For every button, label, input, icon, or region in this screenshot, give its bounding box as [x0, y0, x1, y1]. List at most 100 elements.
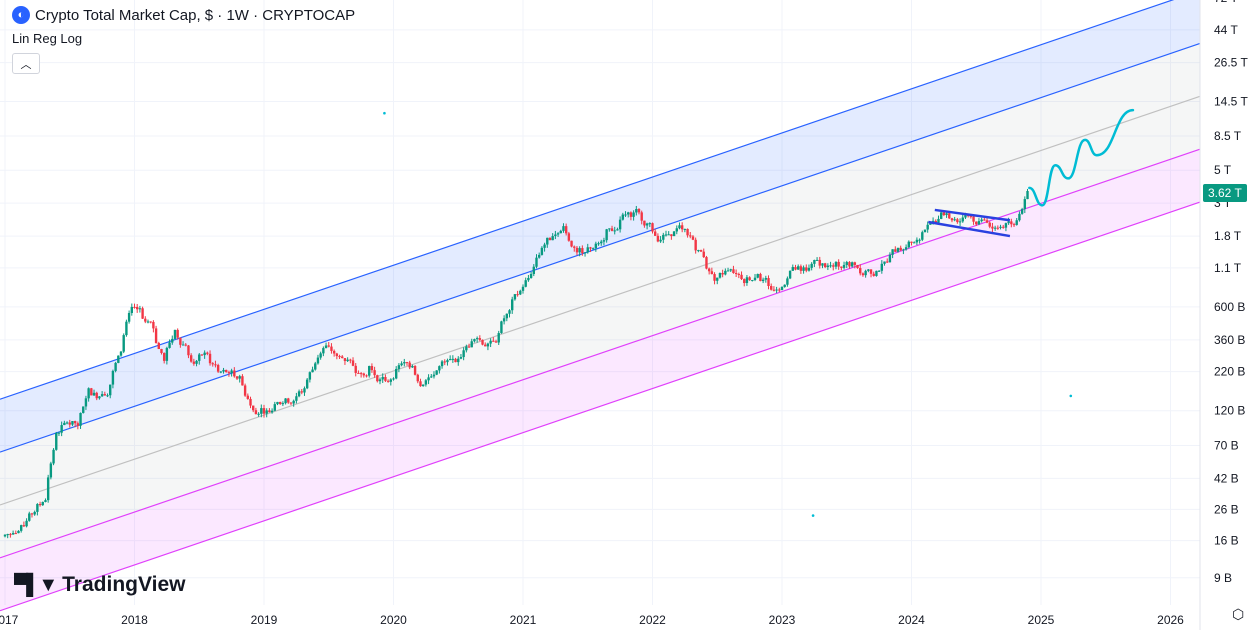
x-tick-label: 2026 [1157, 613, 1184, 627]
candle [969, 216, 973, 218]
candle [826, 265, 830, 268]
y-tick-label: 14.5 T [1214, 95, 1248, 109]
candle [972, 216, 975, 222]
candle [225, 369, 228, 373]
candle [273, 404, 276, 411]
candle [141, 308, 144, 319]
candle [529, 273, 533, 278]
flag-trendline [928, 220, 1011, 238]
candle [680, 225, 684, 230]
candle [629, 212, 633, 217]
candle [1004, 223, 1008, 228]
candle [853, 262, 857, 265]
candle [850, 262, 854, 267]
symbol-title[interactable]: Crypto Total Market Cap, $ · 1W · CRYPTO… [35, 6, 356, 24]
regression-line [0, 148, 1201, 559]
candle [287, 398, 290, 403]
candle [497, 333, 500, 343]
candle [384, 377, 387, 381]
collapse-legend-button[interactable]: ︿ [12, 53, 40, 74]
candle [206, 352, 209, 354]
candle [621, 214, 625, 220]
regression-line [0, 0, 1175, 400]
candle [683, 228, 687, 230]
candle [500, 321, 503, 334]
candle [618, 219, 622, 230]
candle [430, 376, 433, 378]
candle [772, 289, 776, 291]
candle [764, 278, 768, 280]
candle [729, 269, 732, 271]
y-tick-label: 9 B [1214, 571, 1232, 585]
candle [794, 267, 797, 270]
candle [421, 384, 425, 387]
candle [494, 341, 498, 343]
candle [95, 392, 98, 399]
candle [977, 221, 981, 225]
candle [152, 321, 155, 329]
candle [923, 229, 927, 233]
candle [961, 217, 964, 222]
candle [65, 422, 69, 424]
candle [84, 398, 88, 407]
candle [710, 271, 714, 275]
candle [883, 261, 886, 264]
candle [413, 366, 417, 375]
candle [338, 356, 341, 358]
y-tick-label: 600 B [1214, 300, 1245, 314]
candle [454, 358, 457, 363]
candle [624, 214, 627, 216]
candle [52, 449, 55, 464]
flag-trendline [934, 208, 1011, 222]
candle [22, 525, 26, 527]
candle [705, 257, 708, 269]
candle [829, 265, 832, 267]
candle [948, 213, 951, 219]
candle [537, 254, 541, 258]
settings-icon[interactable]: ⬡ [1232, 606, 1245, 622]
candle [394, 368, 398, 379]
candle [664, 234, 668, 236]
candle [198, 354, 201, 361]
y-tick-label: 44 T [1214, 23, 1238, 37]
candle [519, 290, 522, 295]
candle [726, 270, 730, 272]
candle [980, 219, 983, 222]
candle [743, 279, 746, 284]
candle [319, 353, 322, 358]
x-tick-label: 2025 [1028, 613, 1055, 627]
candle [702, 251, 705, 258]
candle [252, 405, 255, 411]
candle [268, 410, 271, 413]
candle [861, 273, 865, 276]
y-tick-label: 8.5 T [1214, 129, 1242, 143]
candle [675, 228, 678, 232]
candle [397, 365, 401, 369]
candle [144, 318, 147, 322]
candle [222, 369, 225, 372]
candle [354, 365, 357, 373]
candle [378, 379, 382, 382]
y-tick-label: 360 B [1214, 333, 1245, 347]
indicator-label[interactable]: Lin Reg Log [12, 31, 83, 46]
candle [856, 264, 859, 269]
candle [678, 225, 681, 229]
candle [254, 410, 258, 415]
candle [230, 370, 233, 374]
y-tick-label: 26 B [1214, 502, 1239, 516]
candle [17, 530, 20, 534]
candle [470, 341, 473, 348]
candle [1023, 199, 1027, 210]
candle [138, 308, 142, 310]
candle [316, 357, 320, 364]
candle [859, 268, 862, 274]
candle [759, 273, 762, 282]
symbol-logo-icon: ◐ [12, 6, 30, 24]
candle [818, 259, 821, 266]
candle [872, 273, 875, 276]
candle [662, 234, 665, 240]
candle [300, 391, 303, 393]
candle [689, 235, 692, 237]
candle [527, 277, 530, 281]
